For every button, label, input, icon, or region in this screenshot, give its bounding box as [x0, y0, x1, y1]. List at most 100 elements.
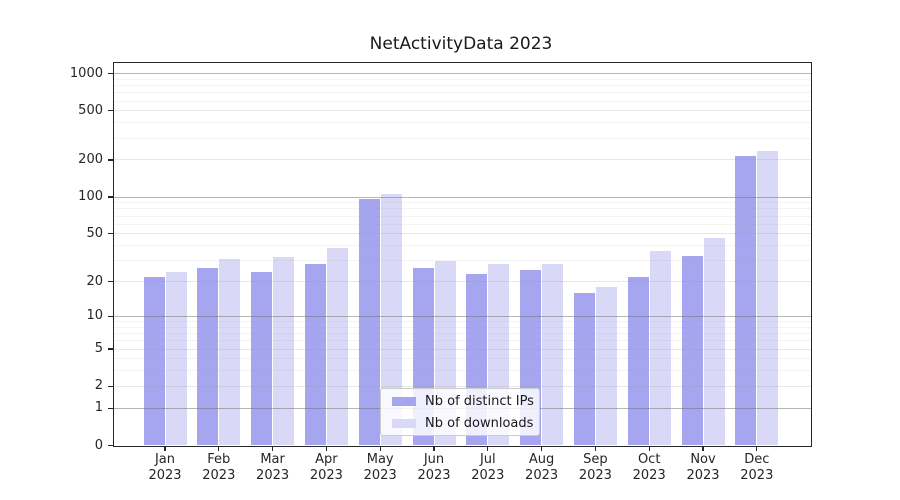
x-label-month: Sep	[583, 452, 608, 467]
gridline-y-5	[113, 348, 811, 350]
x-tick-label-dec: Dec 2023	[725, 452, 789, 483]
chart-title: NetActivityData 2023	[369, 34, 553, 54]
gridline-y-1000	[113, 73, 811, 75]
x-label-year: 2023	[632, 467, 666, 483]
gridline-minor-y-40	[113, 245, 811, 247]
gridline-minor-y-60	[113, 223, 811, 225]
x-label-year: 2023	[578, 467, 612, 483]
y-tick-0	[107, 444, 113, 447]
gridline-y-50	[113, 233, 811, 235]
legend-item-downloads: Nb of downloads	[381, 414, 539, 432]
gridline-minor-y-4	[113, 358, 811, 360]
bar-downloads-nov	[703, 238, 725, 446]
y-tick-label-2: 2	[94, 378, 103, 394]
bar-downloads-dec	[757, 151, 779, 446]
gridline-minor-y-700	[113, 92, 811, 94]
bar-distinct-ips-feb	[197, 268, 219, 446]
x-tick-label-nov: Nov 2023	[671, 452, 735, 483]
y-tick-10	[107, 315, 113, 317]
x-tick-dec	[756, 446, 758, 451]
x-tick-label-sep: Sep 2023	[563, 452, 627, 483]
bar-distinct-ips-nov	[681, 255, 703, 446]
x-tick-aug	[541, 446, 543, 451]
x-tick-label-aug: Aug 2023	[510, 452, 574, 483]
x-tick-apr	[325, 446, 327, 451]
y-tick-50	[107, 233, 113, 235]
x-tick-label-jun: Jun 2023	[402, 452, 466, 483]
bar-distinct-ips-dec	[735, 156, 757, 446]
x-label-year: 2023	[309, 467, 343, 483]
bar-downloads-mar	[273, 257, 295, 446]
x-label-year: 2023	[686, 467, 720, 483]
x-label-year: 2023	[471, 467, 505, 483]
y-tick-label-50: 50	[86, 225, 103, 241]
bar-distinct-ips-jan	[143, 276, 165, 446]
x-tick-label-apr: Apr 2023	[294, 452, 358, 483]
y-tick-label-200: 200	[78, 151, 103, 167]
y-tick-5	[107, 348, 113, 350]
x-tick-nov	[702, 446, 704, 451]
legend-swatch-downloads-icon	[392, 418, 416, 428]
bar-distinct-ips-may	[358, 198, 380, 446]
gridline-minor-y-600	[113, 100, 811, 102]
gridline-minor-y-8	[113, 326, 811, 328]
x-tick-jan	[164, 446, 166, 451]
gridline-y-10	[113, 315, 811, 317]
gridline-minor-y-300	[113, 137, 811, 139]
y-tick-label-10: 10	[86, 308, 103, 324]
y-tick-20	[107, 280, 113, 283]
gridline-y-100	[113, 196, 811, 198]
x-label-year: 2023	[417, 467, 451, 483]
x-label-month: Jan	[154, 452, 176, 467]
gridline-minor-y-90	[113, 202, 811, 204]
legend-swatch-distinct-ips-icon	[392, 396, 416, 406]
x-label-month: Jun	[423, 452, 445, 467]
bar-downloads-feb	[219, 258, 241, 446]
y-tick-200	[107, 159, 113, 161]
gridline-minor-y-7	[113, 333, 811, 335]
gridline-y-200	[113, 159, 811, 161]
gridline-minor-y-800	[113, 85, 811, 87]
x-tick-jun	[433, 446, 435, 451]
x-tick-label-jan: Jan 2023	[133, 452, 197, 483]
x-label-year: 2023	[256, 467, 290, 483]
x-tick-label-oct: Oct 2023	[617, 452, 681, 483]
y-tick-500	[107, 110, 113, 112]
gridline-minor-y-6	[113, 340, 811, 342]
gridline-y-20	[113, 281, 811, 283]
x-tick-may	[379, 446, 381, 451]
gridline-y-500	[113, 110, 811, 112]
plot-area	[112, 61, 812, 447]
x-tick-feb	[218, 446, 220, 451]
x-label-year: 2023	[363, 467, 397, 483]
x-tick-oct	[648, 446, 650, 451]
x-label-month: May	[366, 452, 394, 467]
y-tick-label-20: 20	[86, 273, 103, 289]
gridline-minor-y-3	[113, 370, 811, 372]
gridline-y-2	[113, 385, 811, 387]
y-tick-label-1: 1	[94, 400, 103, 416]
legend-label-downloads: Nb of downloads	[425, 415, 534, 431]
bar-downloads-aug	[542, 264, 564, 446]
x-tick-mar	[272, 446, 274, 451]
legend-item-distinct-ips: Nb of distinct IPs	[381, 392, 539, 410]
grid-layer	[113, 63, 811, 446]
x-label-month: Mar	[260, 452, 285, 467]
x-tick-label-feb: Feb 2023	[187, 452, 251, 483]
gridline-minor-y-70	[113, 215, 811, 217]
gridline-minor-y-400	[113, 122, 811, 124]
x-label-year: 2023	[148, 467, 182, 483]
y-tick-label-100: 100	[78, 189, 103, 205]
x-tick-label-may: May 2023	[348, 452, 412, 483]
gridline-minor-y-80	[113, 208, 811, 210]
y-tick-label-1000: 1000	[69, 65, 103, 81]
bar-downloads-jan	[165, 272, 187, 446]
x-label-month: Nov	[690, 452, 716, 467]
bar-distinct-ips-sep	[573, 292, 595, 446]
bar-distinct-ips-oct	[627, 276, 649, 446]
x-label-year: 2023	[740, 467, 774, 483]
bar-distinct-ips-mar	[251, 272, 273, 446]
x-tick-label-jul: Jul 2023	[456, 452, 520, 483]
y-tick-100	[107, 196, 113, 198]
